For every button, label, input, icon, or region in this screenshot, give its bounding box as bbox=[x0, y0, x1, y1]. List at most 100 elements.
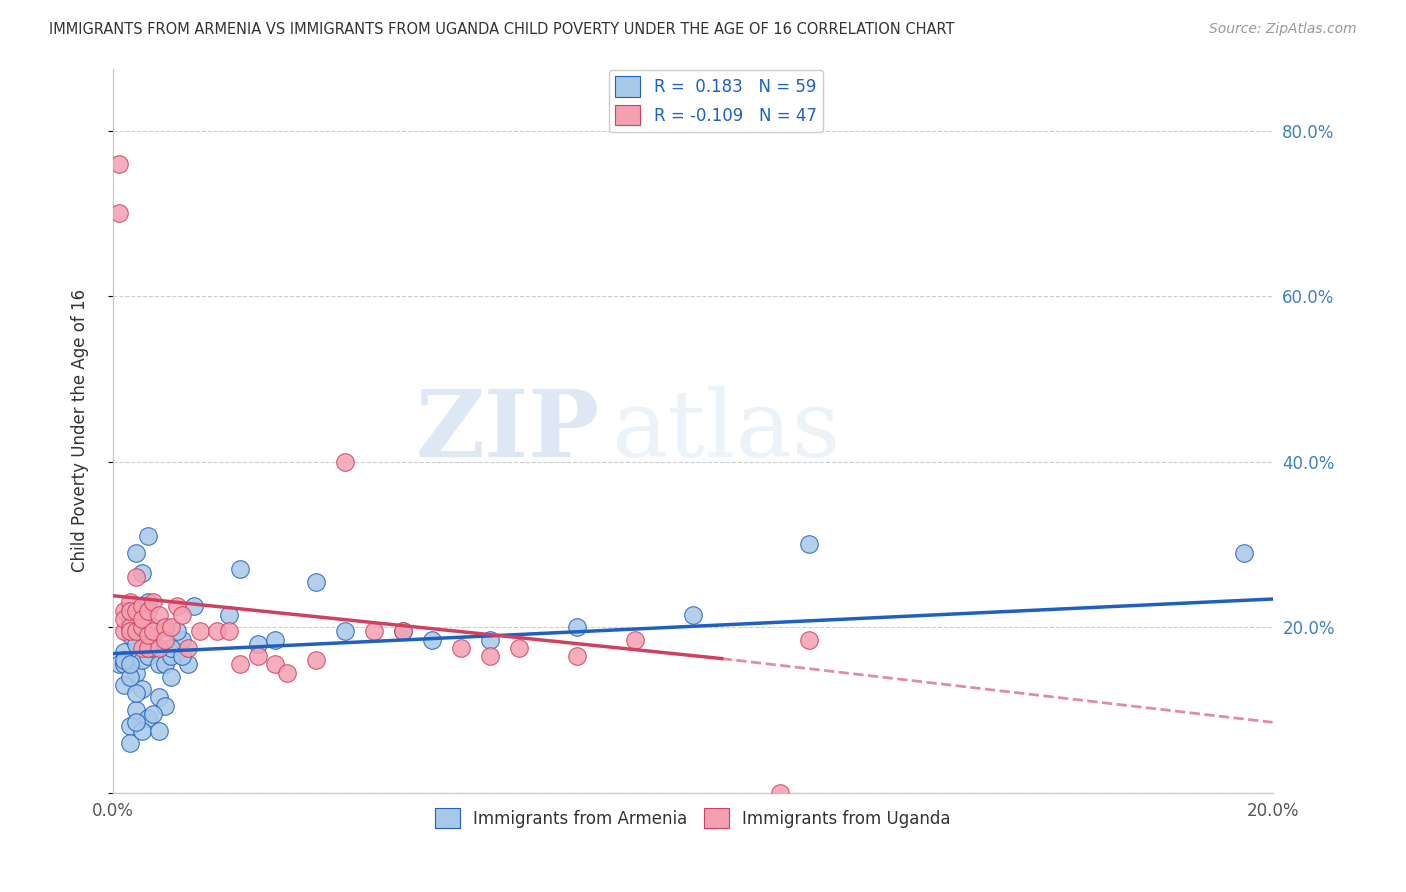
Point bbox=[125, 703, 148, 717]
Point bbox=[160, 640, 183, 655]
Point bbox=[218, 607, 240, 622]
Point bbox=[136, 640, 159, 655]
Point bbox=[107, 657, 129, 672]
Point bbox=[114, 624, 136, 639]
Point bbox=[391, 624, 413, 639]
Point bbox=[218, 624, 240, 639]
Point bbox=[177, 657, 200, 672]
Point bbox=[264, 632, 287, 647]
Point bbox=[142, 624, 165, 639]
Point bbox=[120, 719, 142, 733]
Point bbox=[1232, 546, 1254, 560]
Point bbox=[125, 570, 148, 584]
Point bbox=[153, 620, 176, 634]
Point bbox=[148, 640, 170, 655]
Point bbox=[142, 706, 165, 721]
Point bbox=[160, 670, 183, 684]
Point bbox=[420, 632, 443, 647]
Point bbox=[305, 574, 328, 589]
Point bbox=[363, 624, 385, 639]
Point bbox=[120, 612, 142, 626]
Point bbox=[131, 599, 153, 614]
Point bbox=[131, 723, 153, 738]
Point bbox=[131, 653, 153, 667]
Point bbox=[125, 604, 148, 618]
Point bbox=[153, 632, 176, 647]
Point bbox=[114, 657, 136, 672]
Text: IMMIGRANTS FROM ARMENIA VS IMMIGRANTS FROM UGANDA CHILD POVERTY UNDER THE AGE OF: IMMIGRANTS FROM ARMENIA VS IMMIGRANTS FR… bbox=[49, 22, 955, 37]
Point bbox=[508, 640, 530, 655]
Point bbox=[172, 607, 194, 622]
Point bbox=[148, 690, 170, 705]
Point bbox=[623, 632, 645, 647]
Point bbox=[142, 628, 165, 642]
Point bbox=[114, 653, 136, 667]
Point bbox=[125, 620, 148, 634]
Point bbox=[160, 620, 183, 634]
Point bbox=[125, 637, 148, 651]
Point bbox=[565, 649, 588, 664]
Point bbox=[125, 546, 148, 560]
Point bbox=[107, 157, 129, 171]
Point bbox=[131, 620, 153, 634]
Point bbox=[120, 604, 142, 618]
Point bbox=[125, 665, 148, 680]
Point bbox=[229, 562, 252, 576]
Point bbox=[166, 624, 188, 639]
Point bbox=[131, 599, 153, 614]
Point bbox=[125, 686, 148, 700]
Point bbox=[188, 624, 211, 639]
Point bbox=[305, 653, 328, 667]
Point bbox=[142, 595, 165, 609]
Point bbox=[142, 620, 165, 634]
Point bbox=[136, 649, 159, 664]
Point bbox=[229, 657, 252, 672]
Point bbox=[246, 649, 269, 664]
Point bbox=[114, 612, 136, 626]
Point bbox=[131, 612, 153, 626]
Point bbox=[136, 604, 159, 618]
Point bbox=[478, 649, 501, 664]
Point bbox=[131, 682, 153, 697]
Point bbox=[120, 595, 142, 609]
Text: Source: ZipAtlas.com: Source: ZipAtlas.com bbox=[1209, 22, 1357, 37]
Point bbox=[333, 624, 356, 639]
Point bbox=[136, 529, 159, 543]
Legend: Immigrants from Armenia, Immigrants from Uganda: Immigrants from Armenia, Immigrants from… bbox=[427, 801, 957, 835]
Point bbox=[120, 624, 142, 639]
Point bbox=[120, 604, 142, 618]
Point bbox=[166, 599, 188, 614]
Point bbox=[114, 645, 136, 659]
Point bbox=[797, 632, 820, 647]
Point bbox=[682, 607, 704, 622]
Point bbox=[160, 649, 183, 664]
Point bbox=[136, 595, 159, 609]
Point bbox=[153, 698, 176, 713]
Point bbox=[136, 628, 159, 642]
Point bbox=[450, 640, 472, 655]
Point bbox=[136, 711, 159, 725]
Point bbox=[131, 640, 153, 655]
Point bbox=[114, 604, 136, 618]
Point bbox=[142, 640, 165, 655]
Point bbox=[131, 566, 153, 581]
Point bbox=[246, 637, 269, 651]
Point bbox=[125, 715, 148, 730]
Text: ZIP: ZIP bbox=[416, 385, 600, 475]
Point bbox=[136, 640, 159, 655]
Point bbox=[120, 670, 142, 684]
Point bbox=[565, 620, 588, 634]
Point bbox=[114, 678, 136, 692]
Point bbox=[478, 632, 501, 647]
Point bbox=[107, 206, 129, 220]
Point bbox=[148, 723, 170, 738]
Point bbox=[172, 632, 194, 647]
Text: atlas: atlas bbox=[612, 385, 841, 475]
Point bbox=[120, 628, 142, 642]
Point bbox=[276, 665, 298, 680]
Point bbox=[205, 624, 228, 639]
Point bbox=[183, 599, 205, 614]
Point bbox=[148, 607, 170, 622]
Point bbox=[797, 537, 820, 551]
Point bbox=[120, 620, 142, 634]
